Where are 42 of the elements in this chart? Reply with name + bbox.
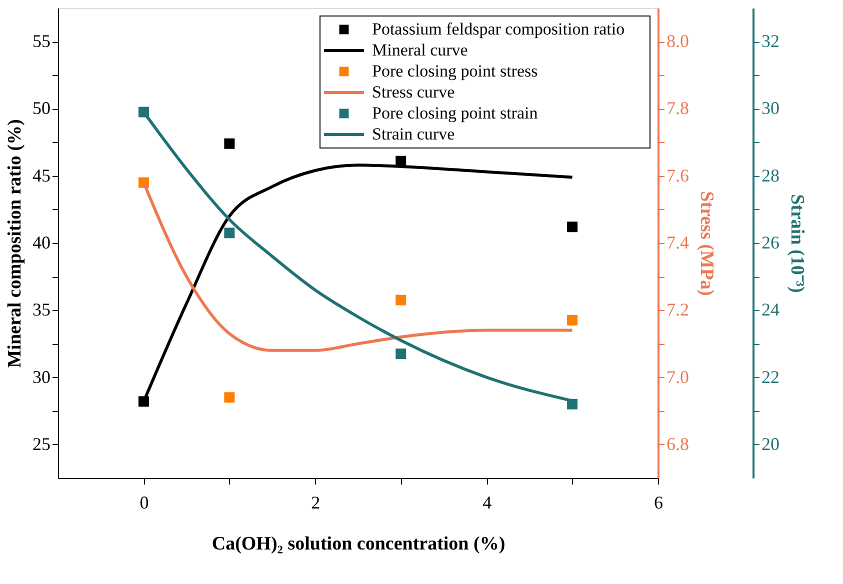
- legend-label: Mineral curve: [372, 40, 468, 60]
- y-tick-label: 45: [32, 165, 50, 186]
- x-axis-title: Ca(OH)₂ solution concentration (%): [212, 534, 506, 554]
- y3-tick-label: 22: [762, 366, 780, 387]
- point: [567, 222, 578, 232]
- y3-tick-label: 30: [762, 98, 780, 118]
- point: [224, 228, 235, 238]
- y-tick-label: 35: [32, 300, 50, 320]
- point: [567, 314, 578, 326]
- point: [224, 138, 235, 149]
- x-tick-label: 6: [654, 492, 663, 512]
- y-tick-label: 50: [32, 98, 50, 118]
- y-tick-label: 55: [32, 31, 50, 52]
- y2-axis-title: Stress (MPa): [696, 191, 717, 296]
- legend-label: Stress curve: [372, 82, 455, 102]
- x-tick-label: 2: [311, 492, 320, 512]
- x-tick-label: 0: [140, 492, 149, 512]
- y2-tick-label: 8.0: [666, 31, 689, 52]
- y2-tick-label: 6.8: [666, 434, 689, 454]
- y3-tick-label: 24: [762, 300, 780, 320]
- x-tick-label: 4: [482, 492, 492, 512]
- legend-label: Pore closing point strain: [372, 104, 538, 122]
- y-axis-title: Mineral composition ratio (%): [4, 119, 26, 368]
- y3-tick-label: 32: [762, 31, 780, 52]
- y2-tick-label: 7.4: [666, 232, 689, 252]
- legend-label: Pore closing point stress: [372, 62, 538, 80]
- point: [396, 294, 406, 306]
- point: [224, 392, 235, 403]
- y3-tick-label: 28: [762, 165, 780, 186]
- y2-tick-label: 7.2: [666, 300, 689, 320]
- point: [396, 348, 406, 360]
- y2-tick-label: 7.8: [666, 98, 689, 118]
- y-tick-label: 40: [32, 232, 50, 252]
- y3-tick-label: 20: [762, 434, 780, 454]
- y2-tick-label: 7.6: [666, 165, 689, 186]
- y-tick-label: 25: [32, 434, 50, 454]
- y3-axis-title: Strain (10⁻³): [786, 194, 808, 293]
- legend-label: Strain curve: [372, 124, 455, 144]
- y3-tick-label: 26: [762, 232, 780, 252]
- y-tick-label: 30: [32, 366, 50, 387]
- legend-label: Potassium feldspar composition ratio: [372, 20, 625, 38]
- y2-tick-label: 7.0: [666, 366, 689, 387]
